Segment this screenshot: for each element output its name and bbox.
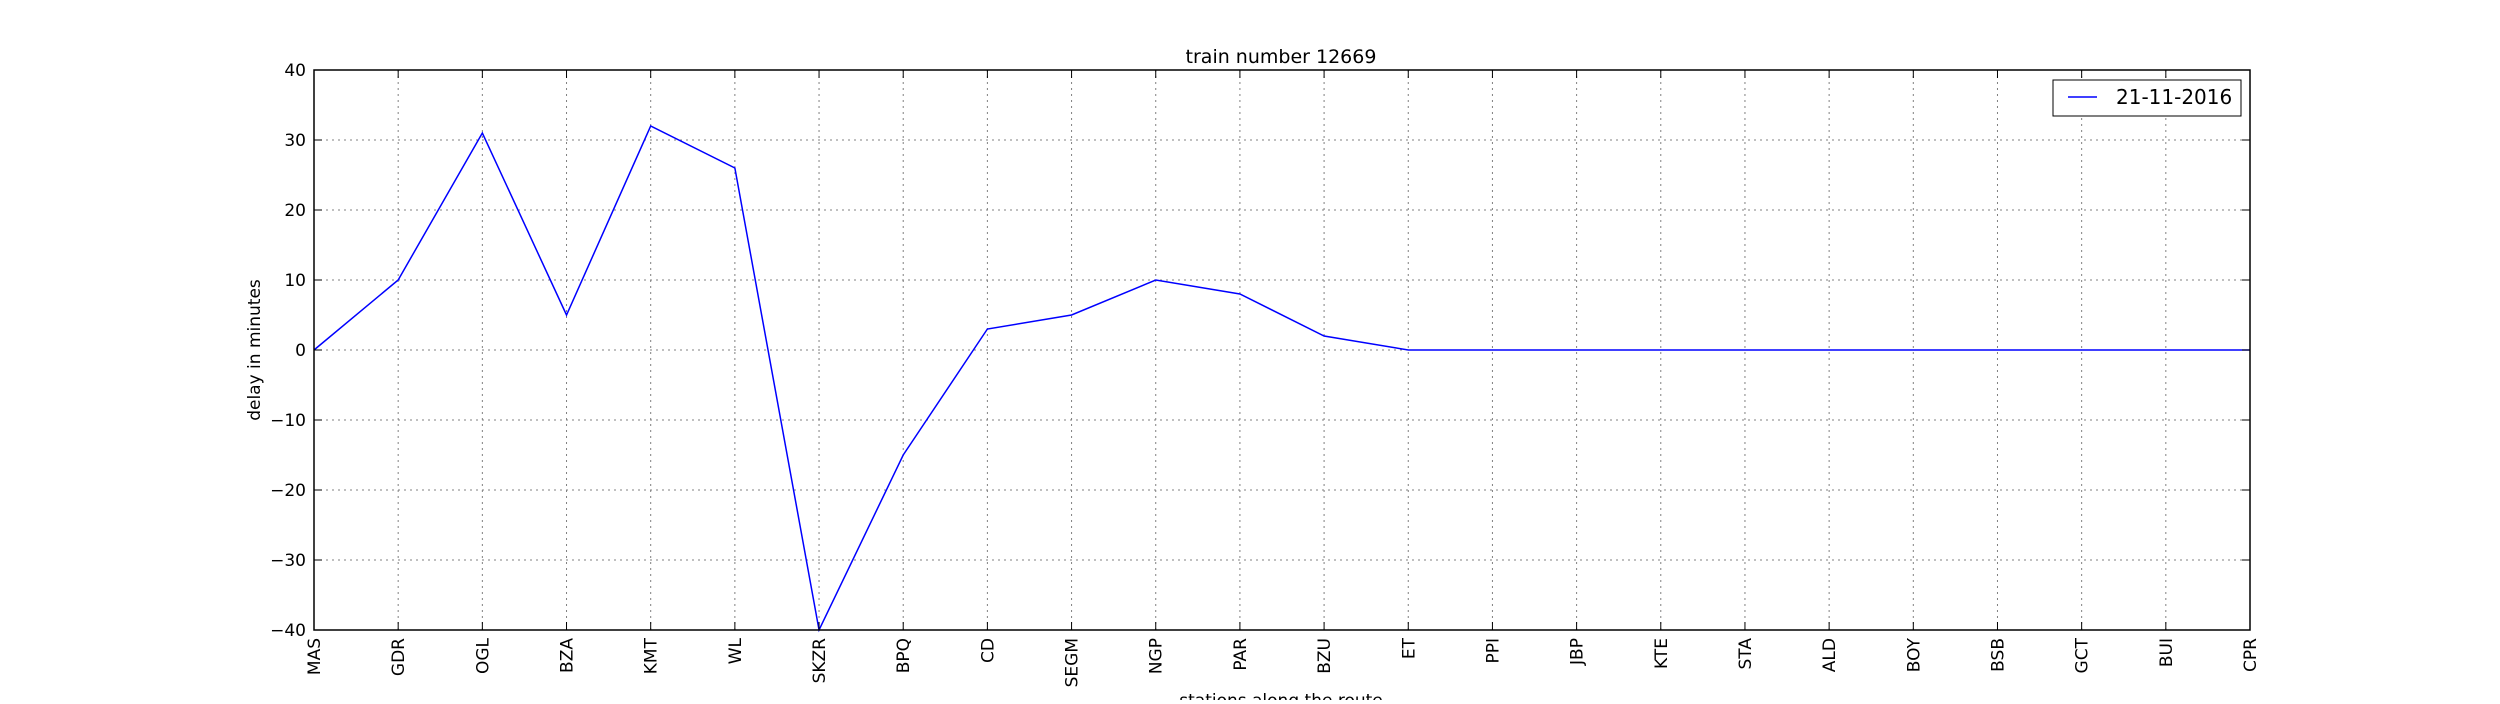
x-tick-label: MAS bbox=[305, 638, 325, 675]
x-axis-label: stations along the route bbox=[1179, 691, 1383, 700]
y-tick-labels: −40 −30 −20 −10 0 10 20 30 40 bbox=[270, 61, 306, 641]
series-line bbox=[313, 124, 2250, 633]
legend-box bbox=[2052, 79, 2242, 117]
x-tick-label: PPI bbox=[1483, 638, 1503, 664]
x-tick-label: GCT bbox=[2073, 637, 2093, 673]
y-tick-label: −30 bbox=[270, 551, 306, 571]
x-tick-label: BZA bbox=[558, 638, 578, 673]
legend-label: 21-11-2016 bbox=[2116, 85, 2232, 109]
y-tick-label: 40 bbox=[284, 61, 306, 81]
y-axis-label: delay in minutes bbox=[245, 279, 265, 421]
x-tick-label: BSB bbox=[1988, 638, 2008, 672]
series-layer bbox=[313, 124, 2250, 633]
x-tick-label: SEGM bbox=[1063, 638, 1083, 687]
x-tick-label: OGL bbox=[473, 637, 493, 674]
x-tick-label: CD bbox=[978, 638, 998, 663]
y-tick-label: 10 bbox=[284, 271, 306, 291]
x-tick-label: PAR bbox=[1231, 638, 1251, 671]
y-tick-label: 30 bbox=[284, 131, 306, 151]
y-tick-label: −40 bbox=[270, 621, 306, 641]
x-tick-label: ALD bbox=[1820, 638, 1840, 672]
x-tick-label: WL bbox=[726, 637, 746, 664]
x-tick-label: ET bbox=[1399, 637, 1419, 659]
x-tick-label: BPQ bbox=[894, 638, 914, 673]
x-tick-labels: MAS GDR OGL BZA KMT WL SKZR BPQ CD SEGM NGP PAR BZU E… bbox=[305, 637, 2261, 687]
y-tick-label: 0 bbox=[295, 341, 306, 361]
y-tick-label: −20 bbox=[270, 481, 306, 501]
x-tick-label: KMT bbox=[642, 637, 662, 674]
x-tick-label: CPR bbox=[2241, 638, 2261, 672]
x-tick-label: GDR bbox=[389, 638, 409, 676]
x-tick-label: BZU bbox=[1315, 638, 1335, 674]
x-tick-label: BOY bbox=[1904, 637, 1924, 672]
y-tick-label: −10 bbox=[270, 411, 306, 431]
y-tick-label: 20 bbox=[284, 201, 306, 221]
x-tick-label: NGP bbox=[1147, 638, 1167, 674]
legend: 21-11-2016 bbox=[2052, 79, 2242, 117]
x-tick-label: STA bbox=[1736, 638, 1756, 670]
x-tick-label: BUI bbox=[2157, 638, 2177, 667]
x-tick-label: SKZR bbox=[810, 638, 830, 684]
x-tick-label: JBP bbox=[1568, 638, 1588, 666]
axis-ticks bbox=[313, 69, 2251, 631]
chart-title: train number 12669 bbox=[1186, 46, 1377, 68]
x-tick-label: KTE bbox=[1652, 638, 1672, 669]
